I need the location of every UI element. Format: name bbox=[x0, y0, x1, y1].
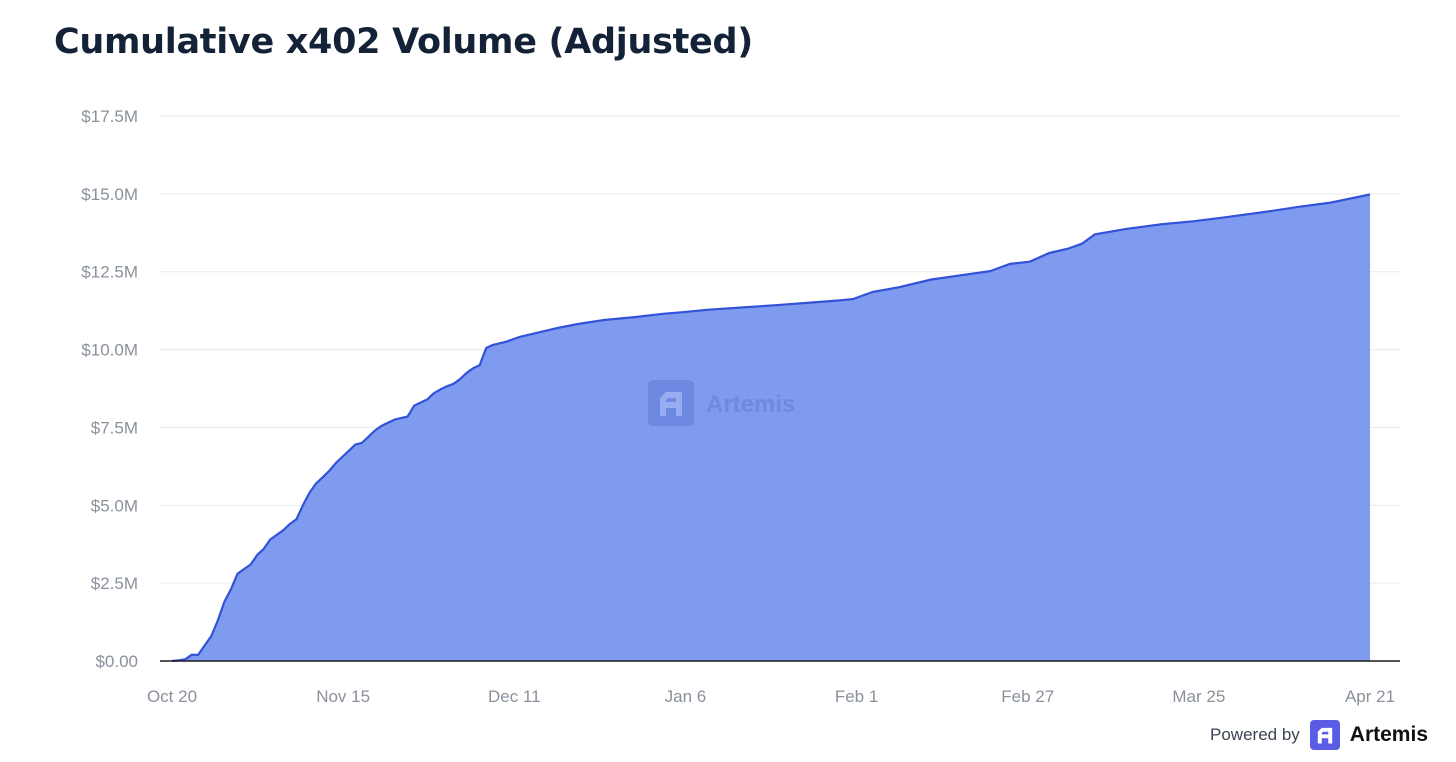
powered-by-text: Powered by bbox=[1210, 725, 1300, 744]
x-tick-label: Feb 1 bbox=[835, 687, 878, 706]
watermark-text: Artemis bbox=[706, 391, 795, 418]
y-tick-label: $15.0M bbox=[81, 185, 138, 204]
y-tick-label: $0.00 bbox=[95, 652, 138, 671]
artemis-logo-icon bbox=[1309, 720, 1340, 750]
series-line bbox=[171, 193, 1371, 663]
x-tick-label: Dec 11 bbox=[488, 687, 541, 706]
x-tick-label: Oct 20 bbox=[147, 687, 197, 706]
y-axis-ticks: $0.00 $2.5M $5.0M $7.5M $10.0M $12.5M $15.0M $1… bbox=[81, 107, 138, 671]
x-axis-ticks: Oct 20 Nov 15 Dec 11 Jan 6 Feb 1 Feb 27 Mar 25… bbox=[147, 687, 1395, 706]
powered-by-footer[interactable]: Powered by Artemis bbox=[1210, 720, 1428, 750]
x-tick-label: Apr 21 bbox=[1345, 687, 1395, 706]
y-tick-label: $10.0M bbox=[81, 341, 138, 360]
x-tick-label: Feb 27 bbox=[1001, 687, 1054, 706]
y-tick-label: $5.0M bbox=[91, 496, 138, 515]
y-tick-label: $2.5M bbox=[91, 574, 138, 593]
x-tick-label: Nov 15 bbox=[316, 687, 370, 706]
x-tick-label: Jan 6 bbox=[665, 687, 707, 706]
series-area bbox=[172, 194, 1370, 661]
y-tick-label: $17.5M bbox=[81, 107, 138, 126]
y-tick-label: $7.5M bbox=[91, 418, 138, 437]
y-tick-label: $12.5M bbox=[81, 263, 138, 282]
x-tick-label: Mar 25 bbox=[1172, 687, 1225, 706]
artemis-logo-icon bbox=[648, 380, 694, 426]
footer-brand-name: Artemis bbox=[1349, 723, 1428, 746]
chart-title: Cumulative x402 Volume (Adjusted) bbox=[54, 22, 753, 62]
artemis-watermark: Artemis bbox=[648, 380, 795, 426]
